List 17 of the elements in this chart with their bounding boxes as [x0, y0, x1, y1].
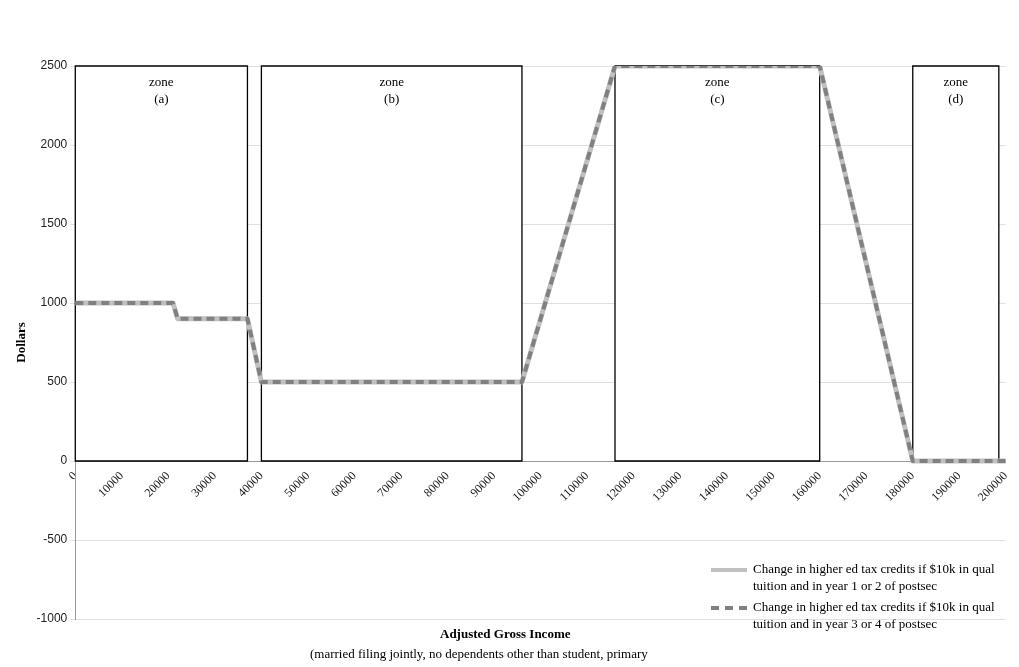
x-axis-title: Adjusted Gross Income [439, 625, 572, 643]
y-axis-title: Dollars [13, 322, 29, 363]
y-tick-label: 2500 [40, 58, 68, 73]
y-tick-label: 1500 [40, 216, 68, 231]
y-tick-label: 1000 [40, 295, 68, 310]
band-label: zone (a) [149, 73, 174, 106]
band-label: zone (c) [705, 73, 730, 106]
band-label: zone (b) [379, 73, 405, 106]
y-tick-label: 2000 [40, 137, 68, 152]
y-tick-label: 0 [60, 453, 68, 468]
y-tick-label: 500 [47, 374, 68, 389]
text: (married filing jointly, no dependents other than student, primary [310, 645, 649, 663]
band-label: zone (d) [943, 73, 969, 106]
legend-label: Change in higher ed tax credits if $10k in qual tuition and in year 3 or 4 of postsec [753, 598, 996, 632]
y-tick-label: -1000 [36, 611, 68, 626]
y-tick-label: -500 [43, 532, 68, 547]
legend-label: Change in higher ed tax credits if $10k in qual tuition and in year 1 or 2 of postsec [753, 560, 996, 594]
